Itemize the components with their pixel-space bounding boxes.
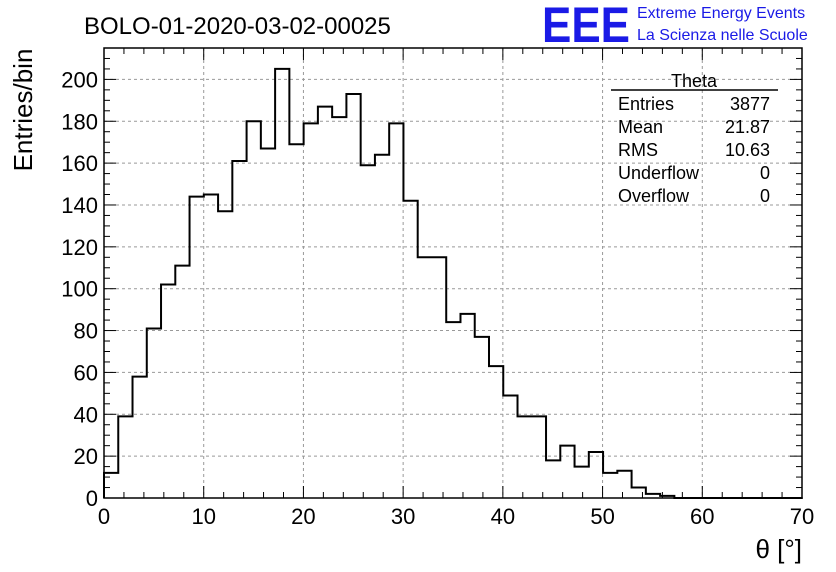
histogram-bin <box>518 416 532 498</box>
histogram-bin <box>175 266 189 498</box>
stats-label: Overflow <box>618 186 690 206</box>
histogram-bin <box>304 123 318 498</box>
histogram-bin <box>289 144 303 498</box>
histogram-bin <box>546 460 560 498</box>
histogram-bin <box>446 322 460 498</box>
stats-value: 3877 <box>730 94 770 114</box>
stats-label: Entries <box>618 94 674 114</box>
histogram-bin <box>261 148 275 498</box>
stats-box-title: Theta <box>671 71 718 91</box>
histogram-bin <box>204 195 218 498</box>
histogram-bin <box>560 446 574 498</box>
y-tick-label: 160 <box>61 151 98 176</box>
histogram-bin <box>190 197 204 498</box>
y-tick-label: 200 <box>61 67 98 92</box>
histogram-bin <box>361 165 375 498</box>
y-tick-label: 100 <box>61 277 98 302</box>
axes: 0 10 20 30 40 50 60 70 0 20 40 60 80 100 120 140 160 180 2… <box>61 47 814 529</box>
histogram-bin <box>232 161 246 498</box>
x-tick-label: 70 <box>790 504 814 529</box>
stats-label: RMS <box>618 140 658 160</box>
histogram-bin <box>403 201 417 498</box>
histogram-outline <box>103 67 803 499</box>
grid-lines <box>104 48 802 498</box>
histogram-bin <box>603 473 617 498</box>
y-tick-label: 120 <box>61 235 98 260</box>
logo-line-2: La Scienza nelle Scuole <box>637 27 808 44</box>
y-tick-label: 180 <box>61 109 98 134</box>
y-tick-label: 140 <box>61 193 98 218</box>
stats-label: Underflow <box>618 163 700 183</box>
y-tick-label: 40 <box>74 402 98 427</box>
histogram-bin <box>247 121 261 498</box>
x-tick-label: 60 <box>690 504 714 529</box>
x-tick-label: 40 <box>491 504 515 529</box>
histogram-bin <box>389 123 403 498</box>
histogram-bin <box>418 257 432 498</box>
y-axis-label: Entries/bin <box>8 49 38 172</box>
x-tick-label: 50 <box>590 504 614 529</box>
histogram-bin <box>332 117 346 498</box>
histogram-bin <box>617 471 631 498</box>
y-tick-label: 20 <box>74 444 98 469</box>
x-tick-label: 30 <box>391 504 415 529</box>
stats-value: 0 <box>760 186 770 206</box>
histogram-bin <box>275 69 289 498</box>
histogram-bin <box>318 107 332 498</box>
y-tick-label: 80 <box>74 319 98 344</box>
x-axis-label: θ [°] <box>755 534 802 564</box>
histogram-bin <box>503 395 517 498</box>
histogram <box>103 67 803 499</box>
histogram-bin <box>532 416 546 498</box>
stats-value: 21.87 <box>725 117 770 137</box>
x-tick-label: 10 <box>191 504 215 529</box>
x-tick-label: 0 <box>98 504 110 529</box>
histogram-bin <box>118 416 132 498</box>
y-tick-label: 60 <box>74 360 98 385</box>
chart-title: BOLO-01-2020-03-02-00025 <box>84 13 391 40</box>
x-tick-label: 20 <box>291 504 315 529</box>
histogram-bin <box>133 377 147 498</box>
eee-logo-icon: EEE <box>542 0 630 53</box>
logo-line-1: Extreme Energy Events <box>637 5 805 22</box>
histogram-bin <box>475 337 489 498</box>
histogram-bin <box>218 211 232 498</box>
histogram-bin <box>346 94 360 498</box>
histogram-bin <box>589 452 603 498</box>
histogram-bin <box>432 257 446 498</box>
y-tick-label: 0 <box>86 486 98 511</box>
stats-box: Theta Entries 3877 Mean 21.87 RMS 10.63 Underf… <box>611 71 778 206</box>
histogram-bin <box>161 285 175 498</box>
histogram-bin <box>375 155 389 498</box>
histogram-bin <box>489 366 503 498</box>
histogram-bin <box>575 467 589 498</box>
histogram-bin <box>147 328 161 498</box>
histogram-bin <box>460 314 474 498</box>
stats-label: Mean <box>618 117 663 137</box>
histogram-bin <box>632 488 646 498</box>
stats-value: 10.63 <box>725 140 770 160</box>
plot-frame <box>103 47 803 499</box>
stats-value: 0 <box>760 163 770 183</box>
